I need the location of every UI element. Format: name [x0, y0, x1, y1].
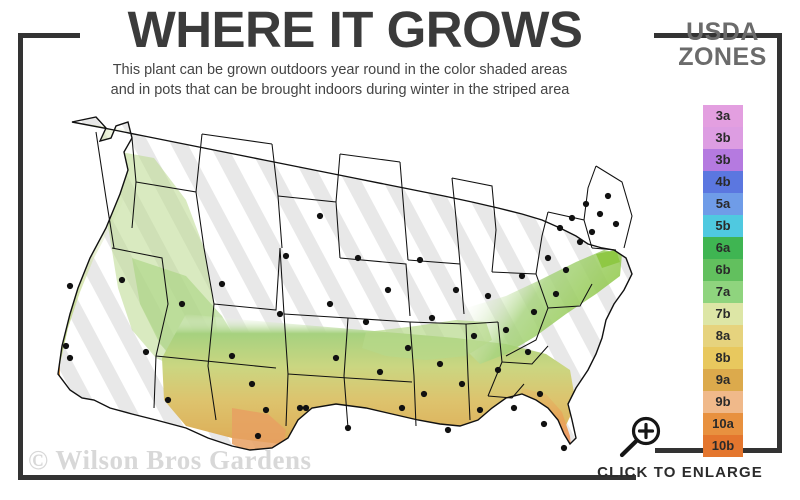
usda-zone-swatch-9a: 9a: [703, 369, 743, 391]
usda-zone-swatch-10b: 10b: [703, 435, 743, 457]
map-container[interactable]: [36, 108, 646, 460]
usda-zone-swatch-3b: 3b: [703, 149, 743, 171]
usda-zone-swatch-5a: 5a: [703, 193, 743, 215]
page-title: WHERE IT GROWS: [127, 1, 583, 58]
usda-zone-swatch-8b: 8b: [703, 347, 743, 369]
frame-top-right-segment: [654, 33, 782, 38]
subtitle-line-1: This plant can be grown outdoors year ro…: [112, 62, 568, 78]
subtitle-line-2: and in pots that can be brought indoors …: [110, 82, 570, 98]
usda-zone-swatch-7a: 7a: [703, 281, 743, 303]
page-subtitle: This plant can be grown outdoors year ro…: [40, 60, 640, 100]
usda-zone-legend: 3a 3b 3b 4b 5a 5b 6a 6b 7a 7b 8a 8b 9a 9b 10a 10b: [703, 105, 743, 457]
frame-top-left-segment: [18, 33, 80, 38]
usda-zone-swatch-7b: 7b: [703, 303, 743, 325]
frame-bottom-segment: [18, 475, 636, 480]
usda-zone-swatch-5b: 5b: [703, 215, 743, 237]
frame-left-segment: [18, 33, 23, 480]
usda-zone-swatch-3b: 3b: [703, 127, 743, 149]
usda-heading-line-2: ZONES: [678, 43, 767, 71]
usda-zone-swatch-9b: 9b: [703, 391, 743, 413]
watermark: © Wilson Bros Gardens: [28, 445, 312, 475]
frame-right-segment: [777, 33, 782, 453]
usda-zone-swatch-3a: 3a: [703, 105, 743, 127]
usda-zone-swatch-6a: 6a: [703, 237, 743, 259]
usda-zone-swatch-4b: 4b: [703, 171, 743, 193]
click-to-enlarge-label[interactable]: CLICK TO ENLARGE: [597, 464, 763, 481]
magnifier-plus-icon[interactable]: [618, 416, 664, 458]
usda-zones-heading: USDA ZONES: [660, 20, 785, 70]
usa-hardiness-map: [57, 116, 633, 452]
city-dots: [62, 192, 620, 452]
usda-zone-swatch-10a: 10a: [703, 413, 743, 435]
usda-zone-swatch-6b: 6b: [703, 259, 743, 281]
state-borders: [57, 116, 633, 451]
usda-zone-swatch-8a: 8a: [703, 325, 743, 347]
usda-heading-line-1: USDA: [686, 18, 759, 46]
